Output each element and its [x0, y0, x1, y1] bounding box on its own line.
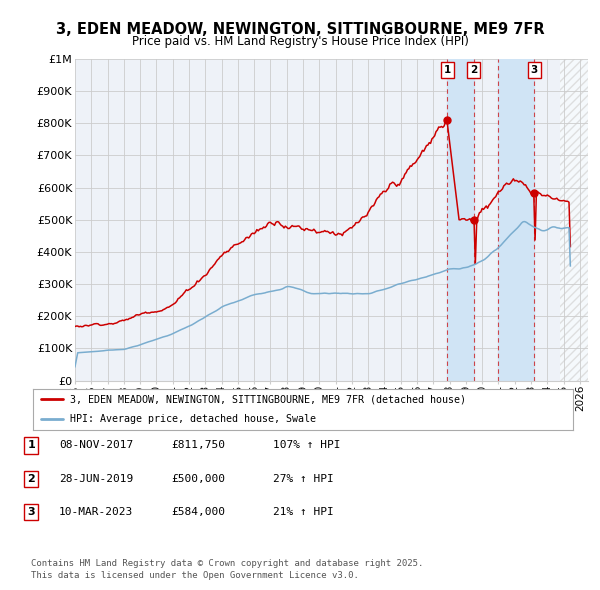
Text: 10-MAR-2023: 10-MAR-2023 — [59, 507, 133, 517]
Text: 08-NOV-2017: 08-NOV-2017 — [59, 441, 133, 450]
Bar — [499, 59, 534, 381]
Text: £811,750: £811,750 — [171, 441, 225, 450]
Text: Contains HM Land Registry data © Crown copyright and database right 2025.
This d: Contains HM Land Registry data © Crown c… — [31, 559, 424, 580]
Bar — [560, 59, 588, 381]
Text: 3: 3 — [28, 507, 35, 517]
Text: £500,000: £500,000 — [171, 474, 225, 484]
Bar — [447, 59, 474, 381]
Text: 2: 2 — [28, 474, 35, 484]
Text: 2: 2 — [470, 65, 478, 76]
Text: 1: 1 — [443, 65, 451, 76]
Text: 28-JUN-2019: 28-JUN-2019 — [59, 474, 133, 484]
Text: 3: 3 — [530, 65, 538, 76]
Text: HPI: Average price, detached house, Swale: HPI: Average price, detached house, Swal… — [70, 415, 316, 424]
Text: 3, EDEN MEADOW, NEWINGTON, SITTINGBOURNE, ME9 7FR (detached house): 3, EDEN MEADOW, NEWINGTON, SITTINGBOURNE… — [70, 395, 466, 404]
Text: 1: 1 — [28, 441, 35, 450]
Text: 107% ↑ HPI: 107% ↑ HPI — [273, 441, 341, 450]
Text: 3, EDEN MEADOW, NEWINGTON, SITTINGBOURNE, ME9 7FR: 3, EDEN MEADOW, NEWINGTON, SITTINGBOURNE… — [56, 22, 544, 37]
Text: Price paid vs. HM Land Registry's House Price Index (HPI): Price paid vs. HM Land Registry's House … — [131, 35, 469, 48]
Text: 21% ↑ HPI: 21% ↑ HPI — [273, 507, 334, 517]
Text: £584,000: £584,000 — [171, 507, 225, 517]
Text: 27% ↑ HPI: 27% ↑ HPI — [273, 474, 334, 484]
Bar — [560, 59, 588, 381]
